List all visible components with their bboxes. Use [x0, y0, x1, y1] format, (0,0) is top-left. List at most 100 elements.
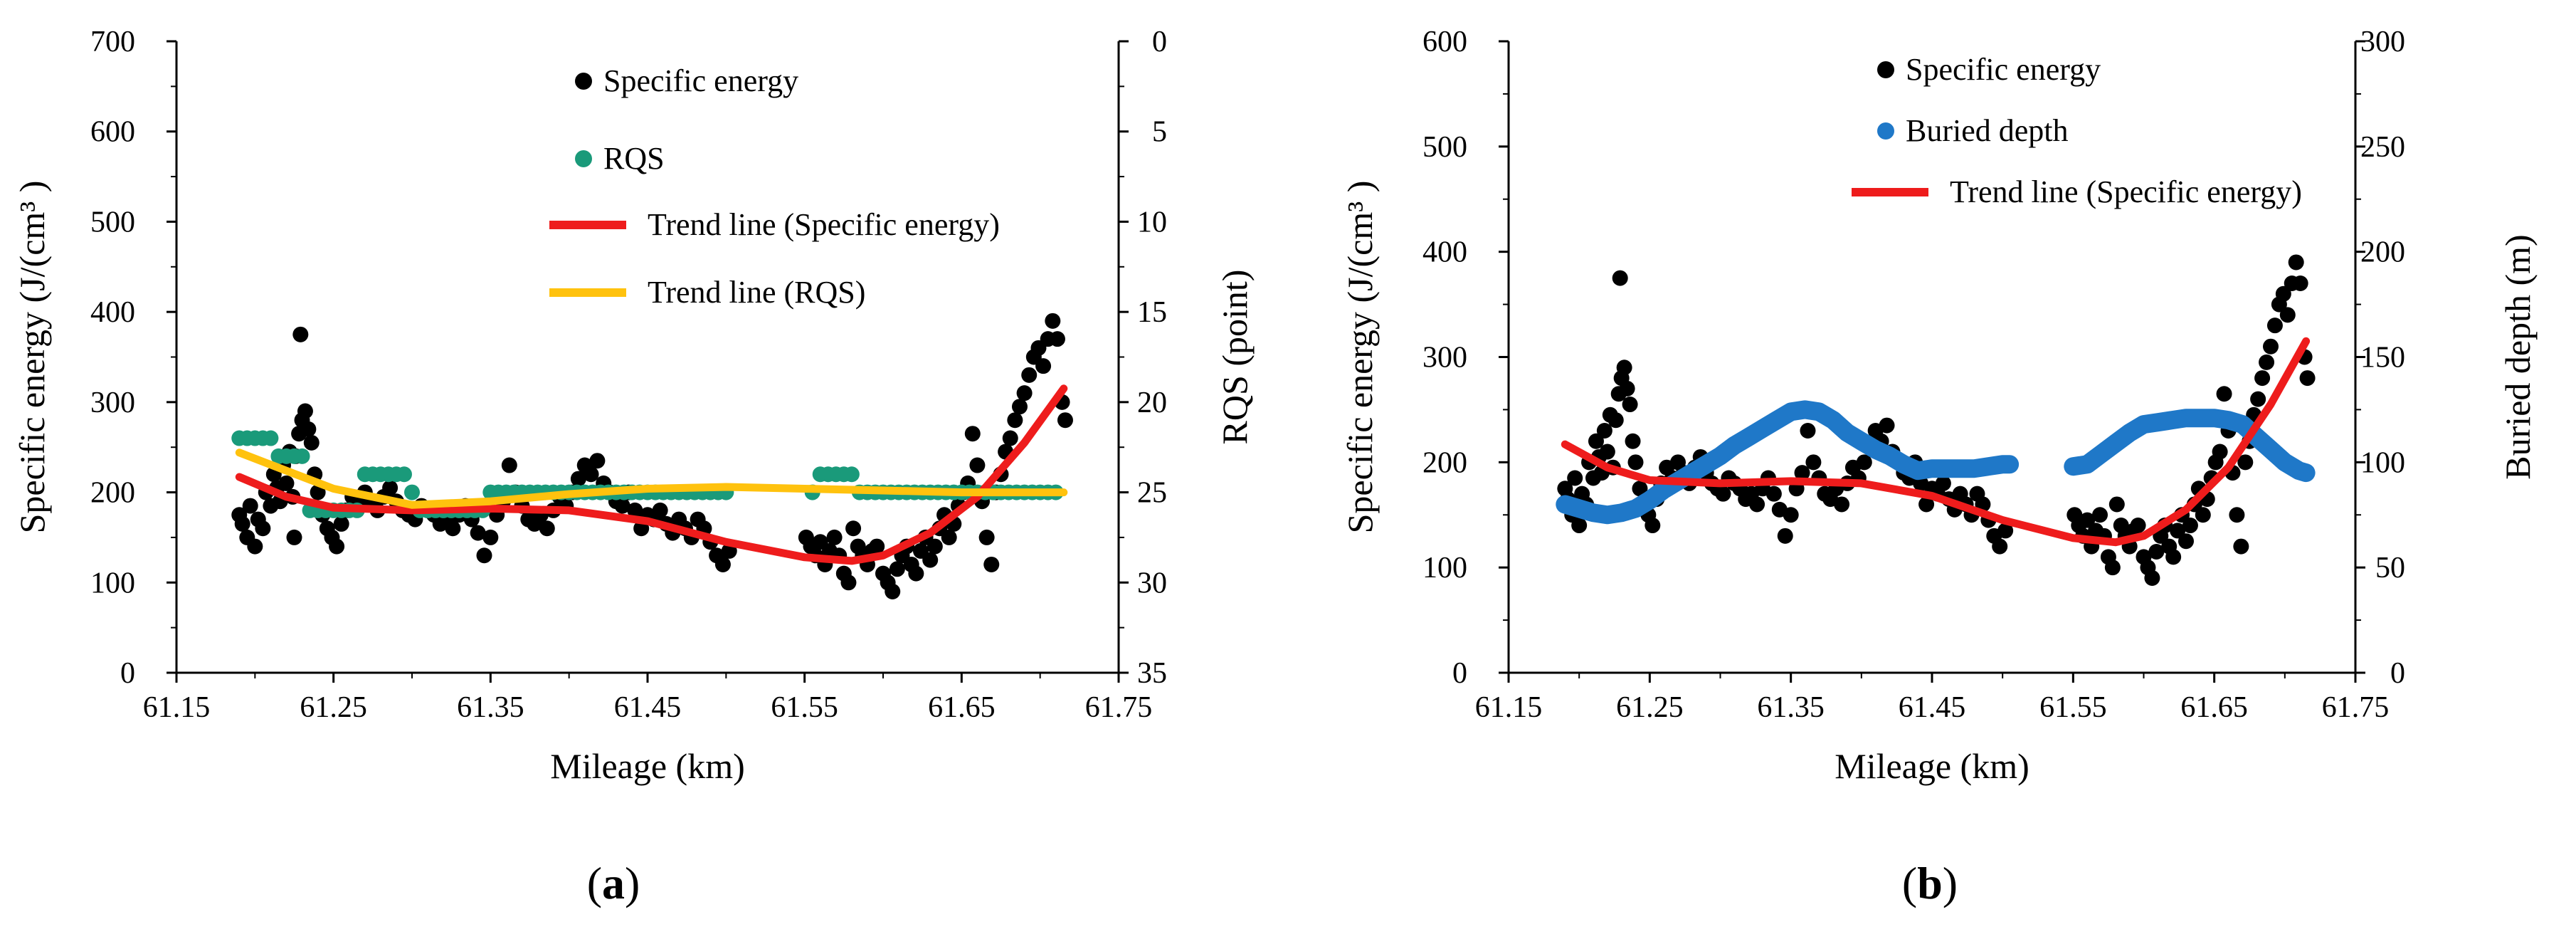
specific-energy-point — [885, 583, 901, 599]
x-tick-label: 61.65 — [928, 691, 996, 724]
panel-label-letter: a — [602, 858, 625, 908]
specific-energy-point — [840, 574, 857, 591]
buried-depth-band — [2064, 409, 2316, 483]
specific-energy-point — [1935, 475, 1951, 491]
specific-energy-point — [303, 434, 320, 451]
y2-tick-label: 20 — [1137, 387, 1167, 419]
x-tick-label: 61.25 — [1616, 691, 1684, 724]
rqs-point — [294, 448, 310, 464]
specific-energy-point — [255, 520, 271, 537]
specific-energy-point — [1007, 412, 1023, 429]
rqs-point — [263, 430, 279, 446]
specific-energy-point — [1856, 454, 1872, 471]
x-axis-label: Mileage (km) — [1835, 746, 2029, 786]
specific-energy-point — [2216, 386, 2232, 402]
x-tick-label: 61.35 — [1757, 691, 1825, 724]
x-tick-label: 61.15 — [1475, 691, 1543, 724]
chart-panel-a: 0 100 200 300 400 500 600 700 0 5 10 15 20 25 30 35 61.1… — [12, 26, 1255, 908]
trend-energy-line — [1561, 337, 2311, 547]
y-tick-label: 100 — [1422, 552, 1467, 584]
x-tick-label: 61.35 — [457, 691, 524, 724]
specific-energy-point — [2254, 370, 2271, 387]
specific-energy-point — [1608, 412, 1624, 429]
specific-energy-point — [869, 538, 885, 555]
specific-energy-point — [1777, 528, 1793, 544]
specific-energy-point — [2079, 512, 2096, 528]
specific-energy-point — [627, 502, 643, 518]
y2-tick-label: 15 — [1137, 296, 1167, 329]
specific-energy-point — [278, 475, 295, 491]
specific-energy-point — [1021, 367, 1038, 383]
specific-energy-point — [501, 457, 517, 473]
specific-energy-point — [1805, 454, 1822, 471]
chart-panel-b: 0 100 200 300 400 500 600 0 50 100 150 200 250 300 61.… — [1340, 26, 2538, 908]
specific-energy-point — [1619, 380, 1635, 397]
y-tick-label: 100 — [90, 567, 135, 599]
specific-energy-point — [922, 552, 939, 568]
specific-energy-point — [1834, 496, 1850, 513]
y2-tick-label: 0 — [1152, 26, 1167, 58]
specific-energy-point — [2299, 370, 2316, 387]
specific-energy-point — [382, 480, 398, 496]
specific-energy-point — [2229, 507, 2245, 523]
x-tick-label: 61.55 — [2039, 691, 2107, 724]
specific-energy-point — [1011, 399, 1028, 415]
specific-energy-point — [310, 484, 326, 500]
specific-energy-point — [2292, 276, 2308, 292]
y2-tick-label: 5 — [1152, 116, 1167, 149]
y2-tick-label: 200 — [2360, 236, 2405, 269]
x-tick-label: 61.75 — [2322, 691, 2390, 724]
specific-energy-point — [476, 547, 492, 564]
panel-label: (a) — [587, 858, 640, 908]
y-tick-label: 200 — [90, 477, 135, 510]
specific-energy-point — [297, 403, 313, 419]
specific-energy-point — [1715, 486, 1731, 502]
y2-tick-label: 250 — [2360, 131, 2405, 164]
y2-axis-label: RQS (point) — [1215, 270, 1255, 445]
y2-tick-label: 30 — [1137, 567, 1167, 599]
specific-energy-point — [1596, 422, 1612, 439]
x-tick-label: 61.75 — [1085, 691, 1153, 724]
specific-energy-point — [583, 466, 599, 483]
rqs-point — [404, 484, 420, 500]
specific-energy-point — [826, 529, 843, 545]
specific-energy-point — [589, 453, 606, 469]
specific-energy-point — [2108, 496, 2125, 513]
specific-energy-point — [1627, 454, 1644, 471]
specific-energy-point — [2092, 507, 2108, 523]
specific-energy-point — [2237, 454, 2254, 471]
specific-energy-point — [1616, 360, 1632, 376]
specific-energy-point — [1588, 433, 1604, 449]
specific-energy-point — [1992, 538, 2008, 555]
y2-tick-label: 100 — [2360, 446, 2405, 479]
y-tick-label: 600 — [90, 116, 135, 149]
specific-energy-point — [2104, 560, 2121, 576]
legend-marker — [575, 150, 592, 167]
y2-tick-label: 50 — [2375, 552, 2405, 584]
legend-marker — [1877, 61, 1894, 78]
specific-energy-point — [2148, 543, 2165, 560]
y-tick-label: 0 — [120, 657, 135, 690]
x-axis-label: Mileage (km) — [550, 746, 745, 786]
specific-energy-point — [714, 556, 731, 572]
specific-energy-point — [1625, 433, 1641, 449]
x-tick-label: 61.65 — [2180, 691, 2248, 724]
specific-energy-point — [1035, 358, 1052, 374]
specific-energy-point — [2233, 538, 2249, 555]
specific-energy-point — [889, 561, 905, 577]
specific-energy-point — [1057, 412, 1073, 429]
x-tick-label: 61.45 — [614, 691, 682, 724]
specific-energy-point — [2130, 518, 2146, 534]
specific-energy-point — [927, 538, 943, 555]
specific-energy-point — [1794, 465, 1810, 481]
y-tick-label: 300 — [1422, 342, 1467, 374]
y-axis-label: Specific energy (J/(cm³ ) — [1340, 181, 1380, 534]
y2-tick-label: 0 — [2390, 657, 2405, 690]
series-specific-energy — [231, 313, 1073, 599]
specific-energy-point — [969, 457, 986, 473]
specific-energy-point — [2263, 338, 2279, 355]
y-tick-label: 700 — [90, 26, 135, 58]
x-tick-label: 61.15 — [143, 691, 211, 724]
specific-energy-point — [2275, 285, 2291, 302]
